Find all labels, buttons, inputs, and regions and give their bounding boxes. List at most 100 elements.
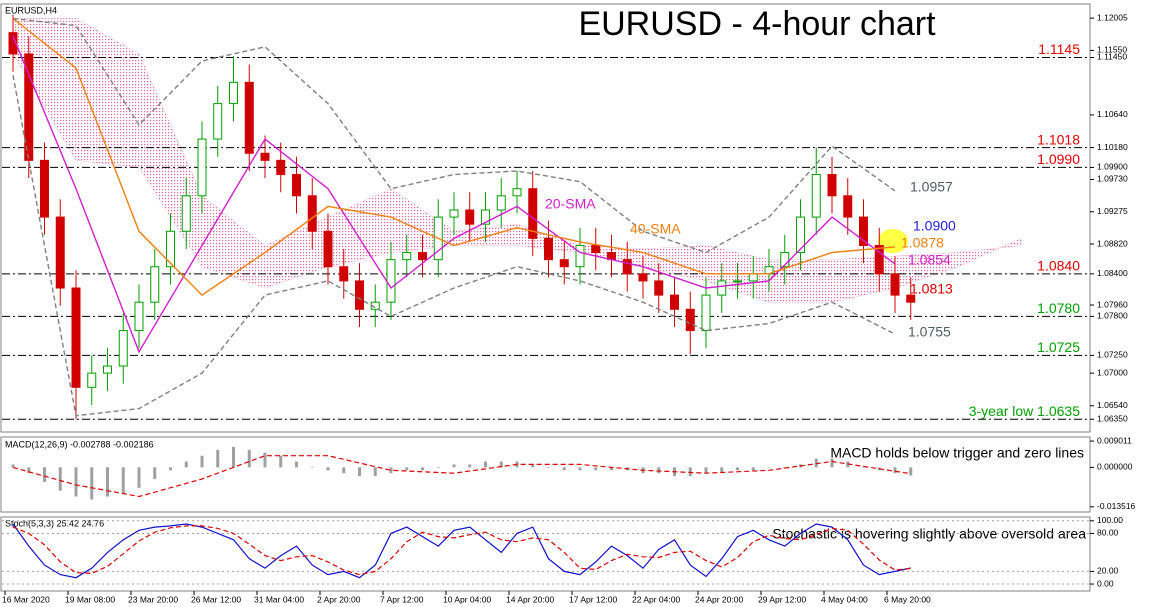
candle-body	[575, 244, 585, 268]
y-tick-label: 1.12005	[1097, 12, 1128, 22]
macd-bar	[295, 461, 298, 468]
macd-bar	[862, 467, 865, 468]
candle-body	[890, 273, 900, 296]
x-tick-label: 19 Mar 08:00	[65, 594, 115, 604]
macd-bar	[326, 467, 330, 471]
macd-bar	[74, 467, 78, 497]
x-tick-label: 6 May 20:00	[884, 594, 931, 604]
y-tick-label: 1.09900	[1097, 162, 1128, 172]
macd-bar	[90, 467, 94, 500]
level-label: 1.0990	[1037, 151, 1080, 167]
candle-body	[874, 244, 884, 275]
indicator-line	[12, 17, 896, 254]
candle-body	[906, 294, 916, 303]
macd-bar	[830, 458, 834, 468]
symbol-label: EURUSD,H4	[5, 5, 57, 15]
candle-body	[71, 287, 81, 388]
candle-body	[339, 266, 349, 282]
candle-body	[103, 365, 112, 374]
candle-body	[559, 259, 569, 268]
macd-bar	[767, 467, 771, 468]
candle-body	[181, 195, 191, 232]
candle-body	[197, 138, 207, 197]
candle-body	[465, 209, 475, 225]
indicator-line	[12, 35, 896, 354]
y-tick-label: 1.09730	[1097, 174, 1128, 184]
y-tick-label: 1.07250	[1097, 350, 1128, 360]
macd-bar	[562, 467, 566, 471]
x-tick-label: 10 Apr 04:00	[443, 594, 491, 604]
candle-body	[8, 32, 18, 55]
y-tick-label: -0.013516	[1097, 501, 1136, 511]
macd-bar	[436, 467, 440, 468]
macd-bar	[373, 467, 377, 477]
y-tick-label: 0.000000	[1097, 462, 1133, 472]
candle-body	[701, 294, 711, 332]
indicator-line	[12, 75, 896, 417]
macd-bar	[342, 467, 346, 474]
candle-body	[528, 188, 538, 239]
candle-body	[449, 209, 459, 218]
x-tick-label: 22 Apr 04:00	[632, 594, 680, 604]
indicator-line	[12, 17, 896, 297]
candle-body	[827, 174, 837, 197]
candle-body	[512, 188, 522, 197]
value-annotation: 1.0854	[908, 252, 951, 268]
candle-body	[859, 216, 868, 246]
value-annotation: 1.0813	[910, 281, 953, 297]
y-tick-label: 100.00	[1097, 515, 1123, 525]
candle-body	[386, 259, 396, 303]
y-tick-label: 1.07960	[1097, 299, 1128, 309]
macd-bar	[657, 467, 661, 474]
price-panel	[0, 3, 1091, 433]
candle-body	[748, 273, 758, 282]
candle-body	[355, 280, 364, 310]
candle-body	[685, 308, 695, 332]
candle-body	[229, 81, 238, 105]
macd-bar	[43, 467, 46, 482]
y-tick-label: 1.07800	[1097, 311, 1128, 321]
y-tick-label: 20.00	[1097, 566, 1119, 576]
macd-bar	[499, 461, 503, 468]
candle-body	[213, 103, 223, 140]
x-tick-label: 24 Apr 20:00	[695, 594, 743, 604]
candle-body	[402, 252, 412, 261]
macd-bar	[310, 467, 314, 468]
candle-body	[811, 174, 821, 218]
ichimoku-cloud	[12, 18, 1022, 303]
x-tick-label: 26 Mar 12:00	[191, 594, 241, 604]
x-tick-label: 31 Mar 04:00	[254, 594, 304, 604]
stoch-line	[12, 523, 911, 579]
candle-body	[323, 230, 333, 268]
candle-body	[733, 280, 742, 283]
value-annotation: 1.0900	[913, 218, 956, 234]
macd-bar	[704, 467, 708, 474]
macd-bar	[106, 467, 109, 497]
stoch-panel	[0, 516, 1091, 592]
macd-bar	[531, 464, 535, 468]
stoch-annotation: Stochastic is hovering slightly above ov…	[772, 526, 1086, 542]
y-tick-label: 80.00	[1097, 528, 1119, 538]
macd-bar	[578, 467, 582, 471]
macd-bar	[169, 467, 172, 471]
level-label: 1.1018	[1037, 131, 1080, 147]
macd-bar	[27, 467, 31, 474]
candle-body	[654, 280, 664, 296]
y-tick-label: 1.11550	[1097, 45, 1127, 55]
macd-bar	[153, 467, 157, 480]
value-annotation: 1.0957	[910, 179, 953, 195]
highlight	[878, 229, 908, 253]
macd-bar	[484, 461, 487, 468]
macd-bar	[389, 467, 393, 474]
level-label: 1.0840	[1037, 258, 1080, 274]
candle-body	[796, 216, 805, 254]
macd-bar	[11, 464, 15, 468]
macd-bar	[216, 449, 220, 468]
x-tick-label: 14 Apr 20:00	[506, 594, 554, 604]
candle-body	[717, 280, 727, 296]
candle-body	[24, 53, 34, 161]
y-tick-label: 1.10640	[1097, 109, 1128, 119]
chart-title: EURUSD - 4-hour chart	[578, 5, 936, 43]
